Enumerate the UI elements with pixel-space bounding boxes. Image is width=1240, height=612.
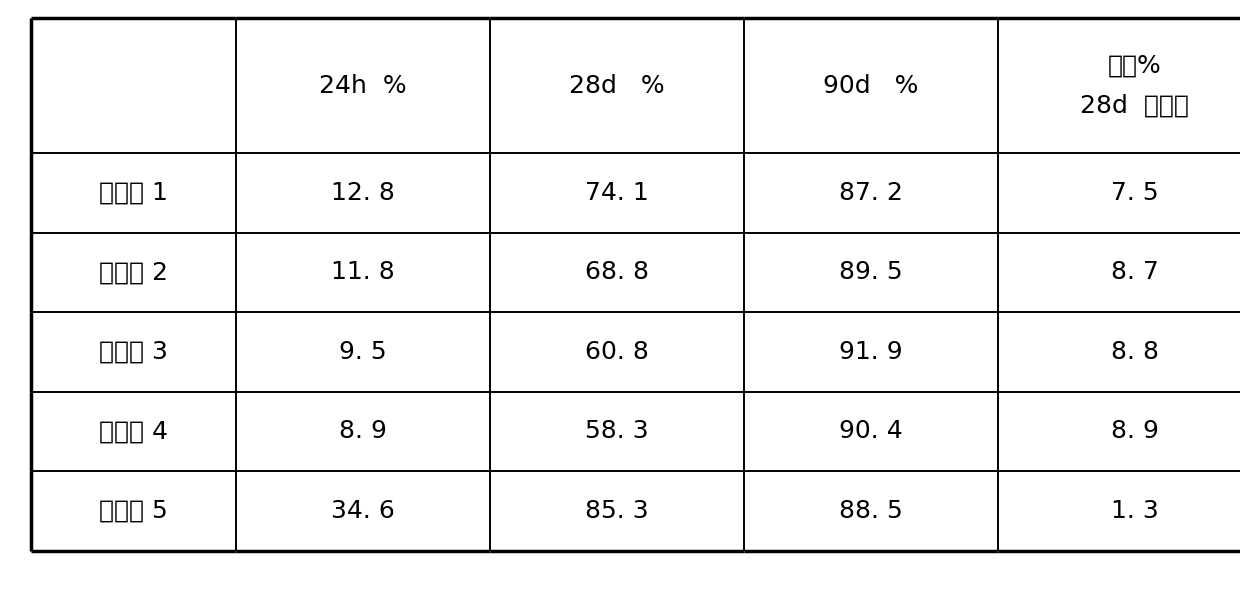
Text: 8. 9: 8. 9: [339, 419, 387, 444]
Text: 7. 5: 7. 5: [1111, 181, 1158, 205]
Text: 解率%: 解率%: [1107, 53, 1162, 78]
Text: 实施例 2: 实施例 2: [99, 260, 167, 285]
Text: 8. 8: 8. 8: [1111, 340, 1158, 364]
Text: 89. 5: 89. 5: [839, 260, 903, 285]
Text: 60. 8: 60. 8: [585, 340, 649, 364]
Text: 91. 9: 91. 9: [839, 340, 903, 364]
Text: 74. 1: 74. 1: [585, 181, 649, 205]
Text: 87. 2: 87. 2: [839, 181, 903, 205]
Text: 11. 8: 11. 8: [331, 260, 394, 285]
Text: 28d   %: 28d %: [569, 73, 665, 98]
Text: 1. 3: 1. 3: [1111, 499, 1158, 523]
Text: 实施例 1: 实施例 1: [99, 181, 167, 205]
Text: 28d  累计降: 28d 累计降: [1080, 94, 1189, 118]
Text: 34. 6: 34. 6: [331, 499, 394, 523]
Text: 68. 8: 68. 8: [585, 260, 649, 285]
Text: 24h  %: 24h %: [319, 73, 407, 98]
Text: 90d   %: 90d %: [823, 73, 919, 98]
Text: 实施例 5: 实施例 5: [99, 499, 167, 523]
Text: 实施例 3: 实施例 3: [99, 340, 167, 364]
Text: 12. 8: 12. 8: [331, 181, 394, 205]
Text: 8. 9: 8. 9: [1111, 419, 1158, 444]
Text: 9. 5: 9. 5: [339, 340, 387, 364]
Text: 90. 4: 90. 4: [839, 419, 903, 444]
Text: 88. 5: 88. 5: [839, 499, 903, 523]
Text: 实施例 4: 实施例 4: [99, 419, 167, 444]
Text: 85. 3: 85. 3: [585, 499, 649, 523]
Text: 58. 3: 58. 3: [585, 419, 649, 444]
Text: 8. 7: 8. 7: [1111, 260, 1158, 285]
